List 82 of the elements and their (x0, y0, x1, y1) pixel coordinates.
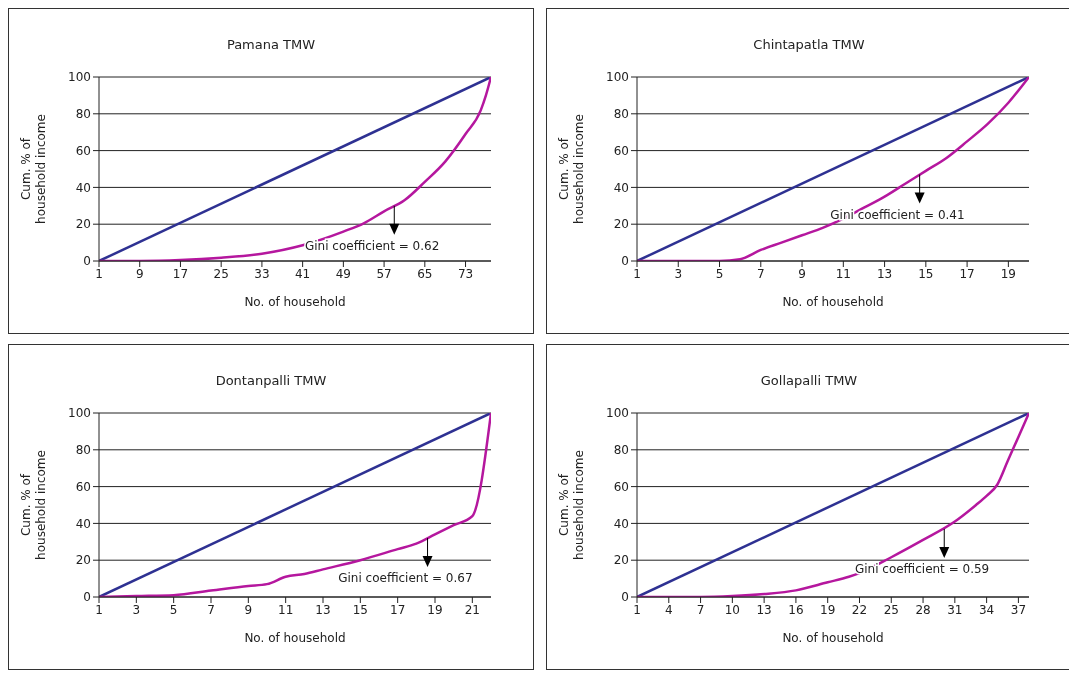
x-tick-label: 3 (674, 266, 683, 281)
x-axis-title: No. of household (244, 631, 346, 645)
x-tick-label: 13 (876, 266, 893, 281)
x-tick-label: 7 (696, 602, 705, 617)
x-tick-label: 4 (664, 602, 673, 617)
y-axis-title: Cum. % of household income (18, 450, 48, 560)
x-tick-label: 9 (135, 266, 144, 281)
x-tick-label: 9 (798, 266, 806, 281)
x-tick-label: 5 (715, 266, 724, 281)
y-tick-label: 80 (613, 443, 629, 458)
x-tick-label: 5 (169, 602, 178, 617)
x-tick-label: 11 (835, 266, 851, 281)
y-tick-label: 60 (75, 143, 91, 158)
x-tick-label: 10 (724, 602, 740, 617)
x-tick-label: 21 (464, 602, 480, 617)
x-tick-label: 13 (315, 602, 331, 617)
y-tick-label: 100 (68, 406, 91, 421)
x-tick-label: 3 (132, 602, 141, 617)
y-tick-label: 20 (613, 217, 629, 232)
y-tick-label: 0 (83, 590, 91, 605)
x-tick-label: 41 (295, 266, 311, 281)
y-tick-label: 80 (75, 443, 91, 458)
x-tick-label: 17 (172, 266, 189, 281)
y-axis-title: Cum. % of household income (556, 450, 586, 560)
x-tick-label: 33 (254, 266, 270, 281)
y-tick-label: 40 (75, 516, 91, 531)
x-tick-label: 17 (959, 266, 975, 281)
chart-title: Gollapalli TMW (759, 373, 859, 388)
y-tick-label: 100 (606, 70, 629, 85)
x-tick-label: 19 (427, 602, 443, 617)
chart-title: Dontanpalli TMW (214, 373, 328, 388)
x-axis-title: No. of household (782, 631, 884, 645)
x-tick-label: 1 (633, 266, 641, 281)
y-tick-label: 40 (613, 180, 629, 195)
annotation: Gini coefficient = 0.62 (304, 238, 440, 253)
y-tick-label: 20 (75, 553, 91, 568)
y-tick-label: 100 (606, 406, 629, 421)
annotation: Gini coefficient = 0.67 (338, 571, 473, 586)
y-tick-label: 40 (613, 516, 629, 531)
x-tick-label: 1 (633, 602, 641, 617)
x-tick-label: 7 (756, 266, 765, 281)
y-tick-label: 40 (75, 180, 91, 195)
x-tick-label: 1 (95, 266, 103, 281)
x-tick-label: 1 (95, 602, 103, 617)
y-axis-title: Cum. % of household income (556, 114, 586, 224)
x-tick-label: 15 (918, 266, 934, 281)
x-tick-label: 25 (213, 266, 229, 281)
y-tick-label: 20 (613, 553, 629, 568)
chart-title: Chintapatla TMW (752, 37, 866, 52)
y-tick-label: 0 (83, 254, 91, 269)
x-tick-label: 19 (1000, 266, 1017, 281)
x-tick-label: 49 (335, 266, 351, 281)
x-axis-title: No. of household (782, 295, 884, 309)
y-tick-label: 80 (613, 107, 629, 122)
y-tick-label: 80 (75, 107, 91, 122)
x-tick-label: 34 (978, 602, 995, 617)
x-tick-label: 73 (457, 266, 474, 281)
x-tick-label: 15 (352, 602, 368, 617)
x-tick-label: 7 (207, 602, 215, 617)
y-tick-label: 20 (75, 217, 91, 232)
x-tick-label: 28 (915, 602, 931, 617)
y-tick-label: 60 (75, 479, 91, 494)
x-tick-label: 17 (390, 602, 406, 617)
chart-title: Pamana TMW (225, 37, 317, 52)
x-tick-label: 25 (883, 602, 899, 617)
x-axis-title: No. of household (244, 295, 346, 309)
x-tick-label: 16 (788, 602, 804, 617)
y-tick-label: 100 (68, 70, 91, 85)
y-tick-label: 0 (621, 254, 629, 269)
x-tick-label: 19 (820, 602, 836, 617)
x-tick-label: 22 (851, 602, 868, 617)
y-tick-label: 60 (613, 143, 629, 158)
x-tick-label: 13 (756, 602, 772, 617)
x-tick-label: 31 (947, 602, 963, 617)
x-tick-label: 11 (278, 602, 294, 617)
y-tick-label: 60 (613, 479, 629, 494)
x-tick-label: 37 (1010, 602, 1027, 617)
x-tick-label: 57 (376, 266, 392, 281)
y-axis-title: Cum. % of household income (18, 114, 48, 224)
y-tick-label: 0 (621, 590, 629, 605)
x-tick-label: 9 (244, 602, 253, 617)
x-tick-label: 65 (417, 266, 433, 281)
